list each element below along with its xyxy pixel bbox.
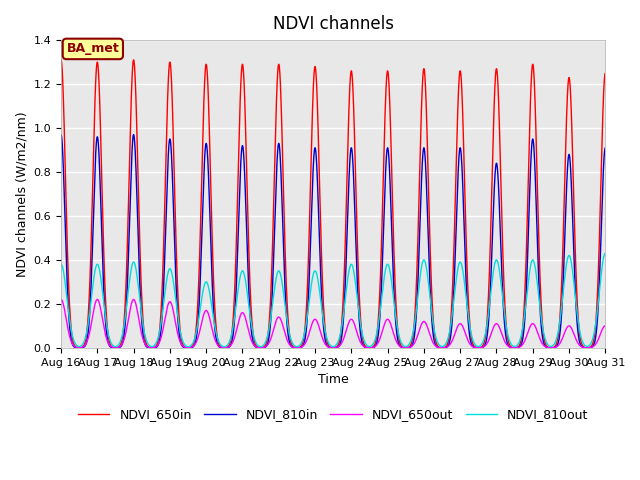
NDVI_810in (71, 344, 79, 350)
NDVI_650out (92, 299, 100, 304)
NDVI_810in (92, 146, 100, 152)
NDVI_810in (57, 132, 65, 137)
NDVI_810in (244, 280, 252, 286)
NDVI_810out (92, 264, 100, 269)
NDVI_810out (57, 262, 65, 267)
Y-axis label: NDVI channels (W/m2/nm): NDVI channels (W/m2/nm) (15, 111, 28, 277)
NDVI_810out (220, 344, 228, 349)
NDVI_650out (178, 342, 186, 348)
NDVI_810out (244, 300, 252, 306)
NDVI_810out (500, 307, 508, 313)
NDVI_650in (92, 73, 100, 79)
NDVI_650out (93, 297, 101, 302)
Title: NDVI channels: NDVI channels (273, 15, 394, 33)
NDVI_810in (474, 345, 482, 351)
Line: NDVI_810in: NDVI_810in (61, 134, 605, 348)
NDVI_650in (178, 337, 186, 343)
NDVI_650in (244, 239, 252, 244)
NDVI_650in (500, 283, 508, 288)
X-axis label: Time: Time (318, 373, 349, 386)
NDVI_650out (71, 344, 79, 349)
NDVI_810out (71, 340, 79, 346)
NDVI_650in (295, 345, 303, 350)
Legend: NDVI_650in, NDVI_810in, NDVI_650out, NDVI_810out: NDVI_650in, NDVI_810in, NDVI_650out, NDV… (73, 403, 593, 426)
NDVI_650out (500, 337, 508, 343)
Text: BA_met: BA_met (67, 42, 119, 55)
Line: NDVI_810out: NDVI_810out (61, 253, 605, 347)
NDVI_650in (57, 57, 65, 63)
NDVI_810out (178, 335, 186, 340)
NDVI_650in (130, 57, 138, 63)
NDVI_650in (71, 343, 79, 348)
NDVI_650in (602, 70, 609, 76)
NDVI_650out (57, 297, 65, 302)
Line: NDVI_650in: NDVI_650in (61, 60, 605, 348)
NDVI_810in (602, 145, 609, 151)
NDVI_810in (500, 314, 508, 320)
Line: NDVI_650out: NDVI_650out (61, 300, 605, 348)
NDVI_810in (178, 342, 186, 348)
NDVI_810in (295, 345, 303, 351)
NDVI_650out (602, 323, 609, 329)
NDVI_650out (244, 328, 252, 334)
NDVI_650in (583, 345, 591, 350)
NDVI_810out (295, 343, 303, 349)
NDVI_650out (583, 345, 591, 350)
NDVI_810out (602, 251, 609, 256)
NDVI_650out (295, 345, 303, 350)
